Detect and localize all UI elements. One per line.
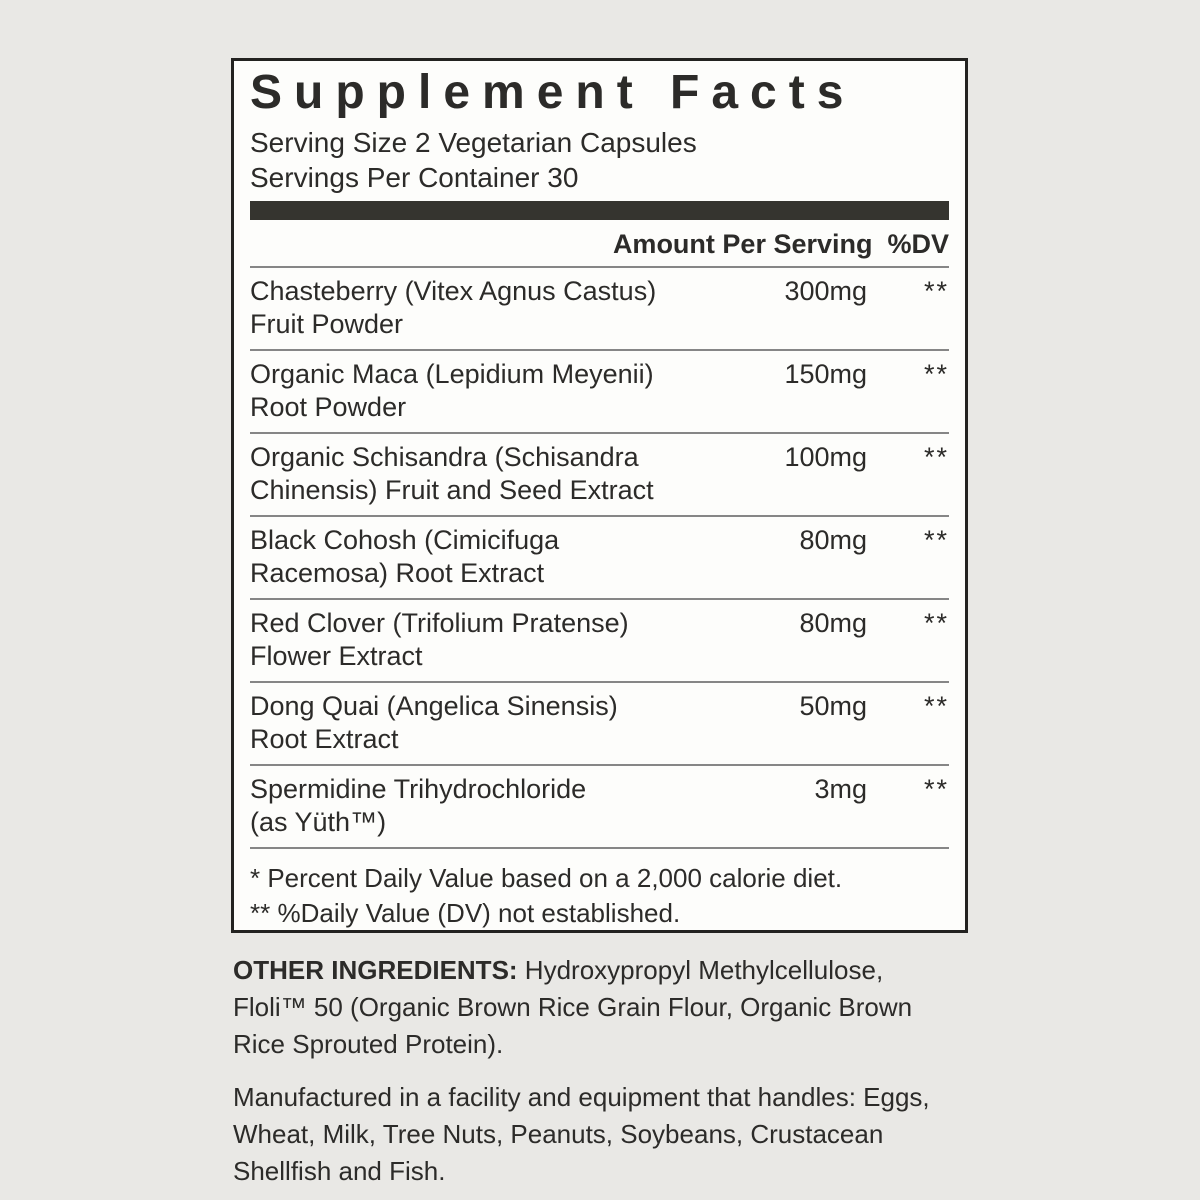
ingredient-row-schisandra: Organic Schisandra (Schisandra Chinensis… [250, 434, 949, 517]
ingredient-amount: 150mg [784, 359, 867, 389]
ingredient-dv: ** [923, 608, 949, 638]
other-ingredients-line: OTHER INGREDIENTS: Hydroxypropyl Methylc… [233, 952, 1013, 989]
ingredient-name: Black Cohosh (Cimicifuga Racemosa) Root … [250, 525, 560, 588]
panel-title: Supplement Facts [250, 66, 856, 119]
ingredient-name: Organic Maca (Lepidium Meyenii) Root Pow… [250, 359, 654, 422]
ingredient-dv: ** [923, 276, 949, 306]
ingredient-dv: ** [923, 525, 949, 555]
allergen-line: Shellfish and Fish. [233, 1156, 446, 1186]
serving-size: Serving Size 2 Vegetarian Capsules [250, 127, 697, 158]
percent-dv-header: %DV [887, 229, 949, 259]
allergen-statement-section: Manufactured in a facility and equipment… [233, 1079, 1013, 1190]
ingredient-dv: ** [923, 359, 949, 389]
ingredient-amount: 50mg [799, 691, 867, 721]
ingredient-amount: 300mg [784, 276, 867, 306]
other-ingredients-label: OTHER INGREDIENTS: [233, 955, 518, 985]
other-ingredients-text: Hydroxypropyl Methylcellulose, [517, 955, 884, 985]
supplement-facts-panel: Supplement Facts Serving Size 2 Vegetari… [231, 58, 968, 933]
footnotes: * Percent Daily Value based on a 2,000 c… [250, 849, 949, 931]
serving-info: Serving Size 2 Vegetarian Capsules Servi… [250, 125, 949, 195]
ingredient-row-maca: Organic Maca (Lepidium Meyenii) Root Pow… [250, 351, 949, 434]
separator-bar [250, 201, 949, 220]
ingredient-dv: ** [923, 774, 949, 804]
other-ingredients-line: Floli™ 50 (Organic Brown Rice Grain Flou… [233, 992, 913, 1022]
ingredient-name: Dong Quai (Angelica Sinensis) Root Extra… [250, 691, 618, 754]
ingredient-row-spermidine: Spermidine Trihydrochloride (as Yüth™) 3… [250, 766, 949, 849]
allergen-line: Manufactured in a facility and equipment… [233, 1082, 930, 1112]
ingredient-dv: ** [923, 691, 949, 721]
ingredient-dv: ** [923, 442, 949, 472]
amount-per-serving-header: Amount Per Serving [612, 229, 873, 259]
ingredient-name: Red Clover (Trifolium Pratense) Flower E… [250, 608, 629, 671]
ingredient-name: Chasteberry (Vitex Agnus Castus) Fruit P… [250, 276, 657, 339]
footnote-daily-value: * Percent Daily Value based on a 2,000 c… [250, 863, 843, 893]
servings-per-container: Servings Per Container 30 [250, 162, 579, 193]
column-header: Amount Per Serving %DV [250, 220, 949, 268]
other-ingredients-line: Rice Sprouted Protein). [233, 1029, 504, 1059]
ingredient-amount: 3mg [814, 774, 867, 804]
ingredient-name: Organic Schisandra (Schisandra Chinensis… [250, 442, 654, 505]
footnote-dv-not-established: ** %Daily Value (DV) not established. [250, 898, 681, 928]
ingredient-name: Spermidine Trihydrochloride (as Yüth™) [250, 774, 587, 837]
ingredient-amount: 80mg [799, 608, 867, 638]
ingredient-row-black-cohosh: Black Cohosh (Cimicifuga Racemosa) Root … [250, 517, 949, 600]
other-ingredients-section: OTHER INGREDIENTS: Hydroxypropyl Methylc… [233, 952, 1013, 1063]
ingredient-row-dong-quai: Dong Quai (Angelica Sinensis) Root Extra… [250, 683, 949, 766]
allergen-line: Wheat, Milk, Tree Nuts, Peanuts, Soybean… [233, 1119, 884, 1149]
ingredient-row-red-clover: Red Clover (Trifolium Pratense) Flower E… [250, 600, 949, 683]
ingredient-row-chasteberry: Chasteberry (Vitex Agnus Castus) Fruit P… [250, 268, 949, 351]
ingredient-amount: 100mg [784, 442, 867, 472]
ingredient-amount: 80mg [799, 525, 867, 555]
